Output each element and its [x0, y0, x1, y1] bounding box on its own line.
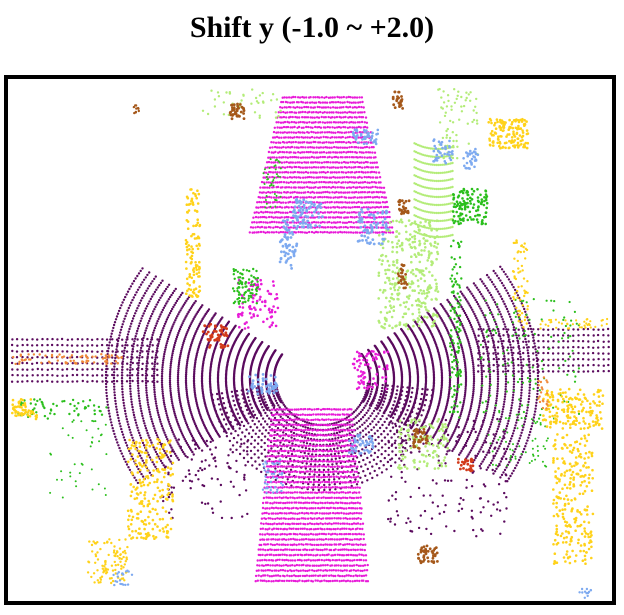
manmade-points — [112, 128, 593, 599]
car-points — [11, 117, 609, 585]
point-cloud-panel — [4, 75, 616, 605]
barrier-points — [201, 322, 475, 473]
figure-title: Shift y (-1.0 ~ +2.0) — [189, 11, 435, 44]
lidar-point-cloud — [10, 87, 610, 599]
pole-points — [12, 353, 549, 410]
vegetation-points — [17, 158, 581, 499]
trunk-points — [132, 90, 439, 565]
road-points — [236, 95, 395, 583]
sidewalk-points — [10, 265, 610, 538]
